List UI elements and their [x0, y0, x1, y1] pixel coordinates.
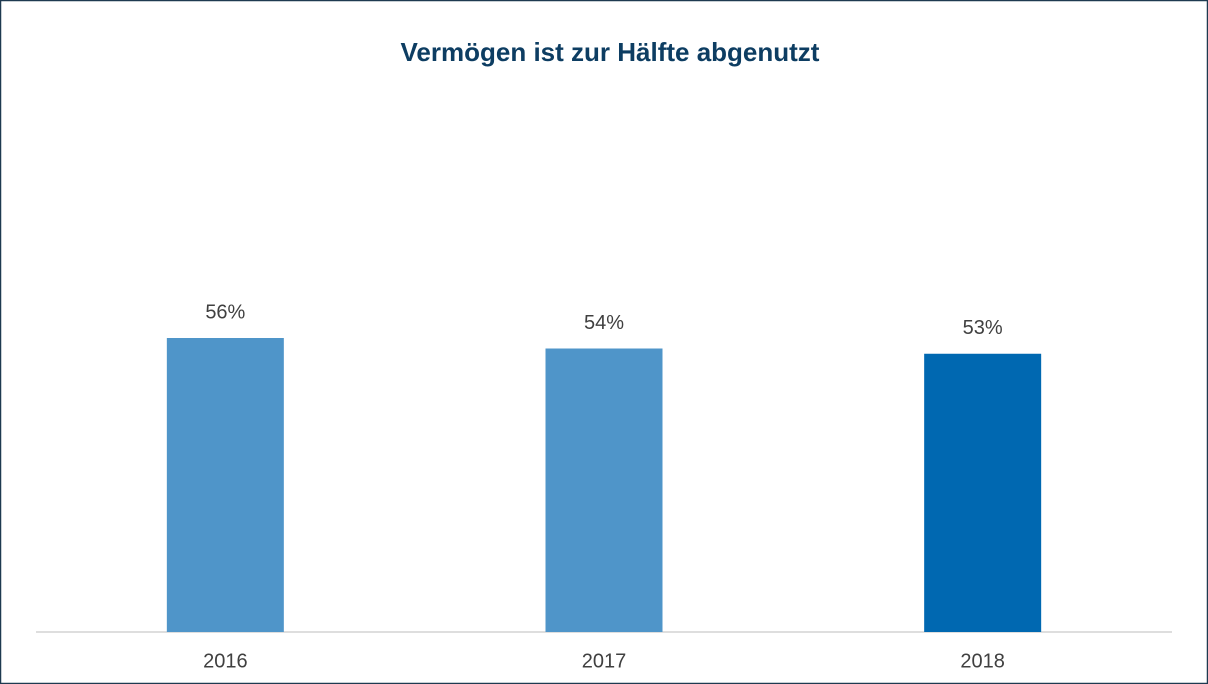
bar: [924, 353, 1042, 632]
bar: [545, 348, 663, 632]
x-tick-label: 2018: [960, 650, 1005, 672]
x-tick-label: 2016: [203, 650, 248, 672]
value-label: 53%: [963, 317, 1003, 339]
chart-title: Vermögen ist zur Hälfte abgenutzt: [401, 37, 820, 67]
bar: [166, 338, 284, 632]
x-tick-label: 2017: [582, 650, 627, 672]
value-label: 56%: [205, 301, 245, 323]
value-label: 54%: [584, 312, 624, 334]
